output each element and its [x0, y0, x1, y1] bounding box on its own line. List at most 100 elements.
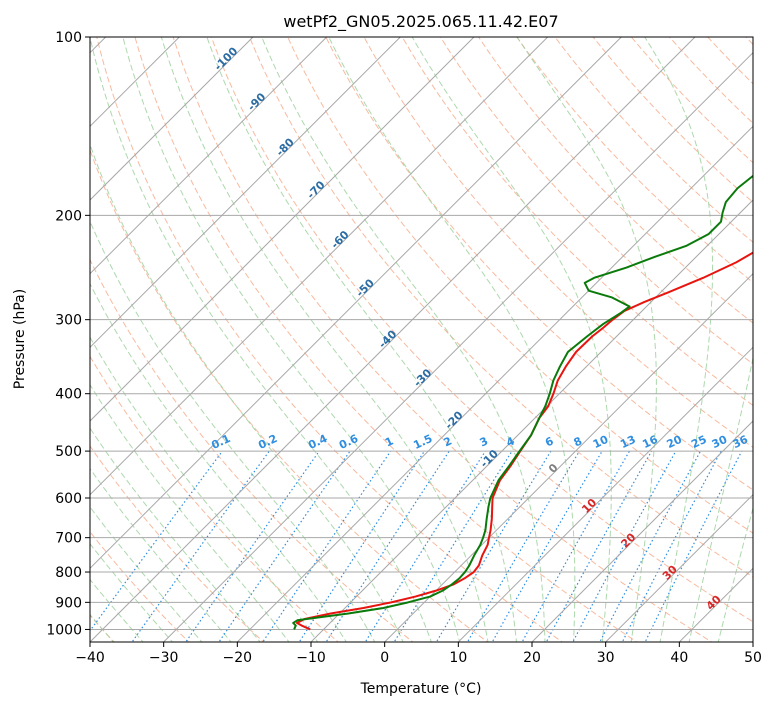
isotherm-line	[384, 272, 753, 642]
dry-adiabat	[96, 37, 564, 642]
isotherm-line	[605, 493, 753, 642]
isotherm-label: -10	[478, 447, 501, 470]
moist-adiabat	[516, 37, 657, 642]
mixing-ratio-label: 10	[591, 433, 611, 451]
mixing-ratio-line	[90, 450, 223, 632]
mixing-ratio-label: 25	[689, 433, 708, 451]
dry-adiabat	[707, 37, 753, 85]
moist-adiabat	[90, 578, 144, 642]
dry-adiabat	[516, 37, 753, 284]
y-tick-label: 900	[55, 595, 82, 611]
x-tick-label: 20	[523, 650, 541, 666]
isotherm-line	[310, 199, 753, 642]
y-tick-label: 400	[55, 387, 82, 403]
mixing-ratio-label: 30	[710, 433, 730, 451]
moist-adiabat	[90, 543, 174, 642]
moist-adiabat	[717, 506, 753, 642]
dry-adiabat	[325, 37, 753, 491]
isotherm-line	[90, 37, 401, 349]
mixing-ratio-line	[218, 450, 351, 642]
mixing-ratio-line	[599, 450, 702, 642]
mixing-ratio-line	[185, 450, 320, 642]
isotherm-line	[457, 346, 753, 642]
mixing-ratio-label: 13	[618, 433, 637, 451]
isotherm-line	[90, 37, 254, 201]
chart-title: wetPf2_GN05.2025.065.11.42.E07	[283, 12, 558, 32]
isotherm-line	[752, 641, 753, 642]
mixing-ratio-line	[644, 450, 743, 642]
isotherm-label: -100	[212, 44, 241, 73]
x-tick-label: 50	[744, 650, 762, 666]
mixing-ratio-label: 3	[478, 434, 490, 449]
isotherm-label: 30	[660, 562, 680, 582]
isotherm-label: 10	[579, 496, 599, 516]
mixing-ratio-line	[262, 450, 392, 642]
x-axis-label: Temperature (°C)	[360, 681, 482, 697]
x-tick-label: −20	[223, 650, 253, 666]
x-tick-label: −40	[75, 650, 105, 666]
y-axis-label: Pressure (hPa)	[12, 289, 28, 389]
mixing-ratio-line	[393, 450, 513, 642]
isotherm-line	[90, 37, 475, 422]
dry-adiabat	[90, 148, 489, 642]
moist-adiabat	[90, 506, 203, 642]
x-tick-label: 10	[449, 650, 467, 666]
moist-adiabat	[90, 220, 376, 642]
moist-adiabat	[206, 37, 517, 642]
isotherm-line	[90, 37, 549, 496]
y-tick-label: 500	[55, 444, 82, 460]
mixing-ratio-line	[466, 450, 580, 642]
mixing-ratio-label: 1	[383, 434, 395, 449]
dry-adiabat	[210, 37, 753, 623]
x-tick-label: −30	[149, 650, 179, 666]
y-tick-label: 300	[55, 313, 82, 329]
y-tick-label: 700	[55, 531, 82, 547]
dewpoint-line	[292, 174, 753, 630]
plot-frame	[89, 36, 754, 643]
dry-adiabat	[592, 37, 753, 203]
mixing-ratio-label: 6	[543, 434, 556, 449]
dry-adiabat	[668, 37, 753, 124]
y-tick-label: 200	[55, 208, 82, 224]
line-labels: 0.1 0.2 0.4 0.6 1 1.5 2 3 4 6 8 10 13 16 20 25 30 36-100-…	[209, 44, 750, 612]
data-lines	[292, 174, 753, 631]
moist-adiabat	[328, 37, 576, 642]
background-lines	[90, 24, 775, 645]
dry-adiabat	[771, 24, 775, 645]
y-tick-label: 800	[55, 565, 82, 581]
isotherm-line	[90, 37, 328, 275]
isotherm-label: -50	[354, 276, 377, 299]
moist-adiabat	[160, 37, 489, 642]
mixing-ratio-label: 0.1	[209, 432, 232, 452]
mixing-ratio-line	[298, 450, 425, 642]
dry-adiabat	[363, 37, 753, 448]
mixing-ratio-line	[325, 450, 450, 642]
moist-adiabat	[90, 336, 319, 642]
moist-adiabat	[90, 427, 261, 642]
dry-adiabat	[287, 37, 753, 534]
isotherm-label: -40	[376, 327, 399, 350]
mixing-ratio-label: 0.4	[306, 432, 329, 452]
dry-adiabat	[745, 37, 753, 46]
isotherm-label: -90	[245, 90, 268, 113]
isotherm-label: -60	[328, 228, 351, 251]
isotherm-label: -80	[274, 135, 297, 158]
isotherm-line	[90, 37, 622, 570]
x-tick-label: 30	[597, 650, 615, 666]
temperature-line	[295, 251, 753, 631]
moist-adiabat	[122, 37, 461, 642]
mixing-ratio-line	[572, 450, 677, 642]
isotherm-line	[236, 125, 753, 642]
moist-adiabat	[261, 37, 546, 642]
dry-adiabat	[90, 258, 414, 642]
x-tick-label: 40	[670, 650, 688, 666]
isotherm-label: -30	[411, 366, 434, 389]
axis-ticks: −40 −30 −20 −10 0 10 20 30 40 5010020030040050060…	[46, 30, 762, 666]
isotherm-line	[531, 420, 753, 642]
y-tick-label: 1000	[46, 622, 82, 638]
mixing-ratio-label: 16	[640, 433, 660, 451]
dry-adiabat	[439, 37, 753, 365]
moist-adiabat	[90, 383, 290, 642]
x-tick-label: 0	[380, 650, 389, 666]
